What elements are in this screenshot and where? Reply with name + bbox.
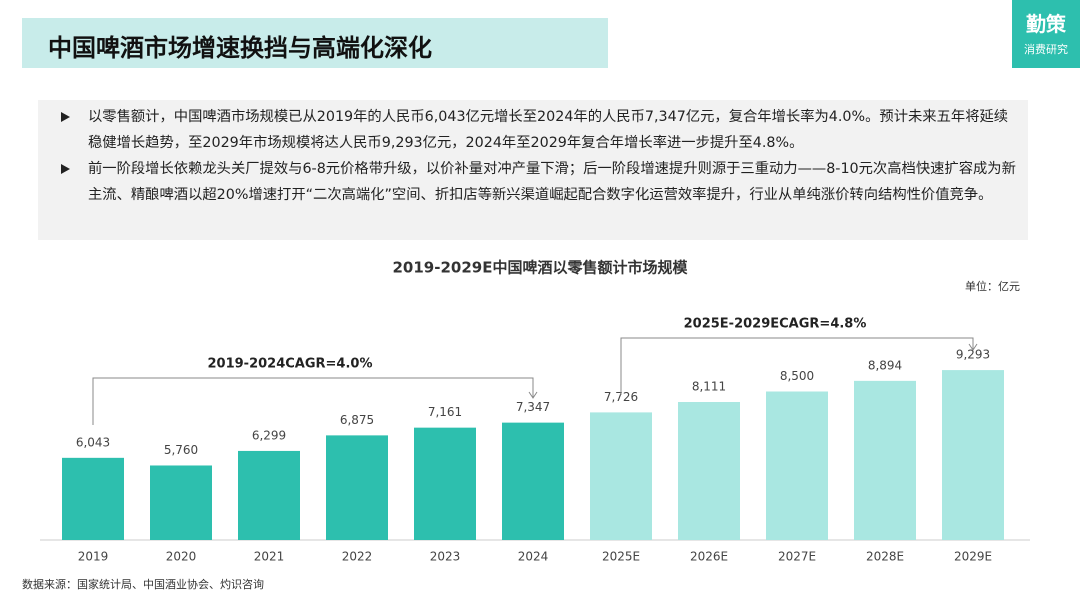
cagr-annotation: 2019-2024CAGR=4.0% xyxy=(208,357,373,372)
value-label: 7,726 xyxy=(604,390,638,404)
value-label: 7,161 xyxy=(428,405,462,419)
value-label: 7,347 xyxy=(516,400,550,414)
summary-panel: 以零售额计，中国啤酒市场规模已从2019年的人民币6,043亿元增长至2024年… xyxy=(38,100,1028,240)
x-tick-label: 2022 xyxy=(342,550,373,564)
bar xyxy=(150,465,212,540)
x-tick-label: 2028E xyxy=(866,550,904,564)
bullet: 前一阶段增长依赖龙头关厂提效与6-8元价格带升级，以价补量对冲产量下滑；后一阶段… xyxy=(61,156,1018,208)
bar xyxy=(854,380,916,540)
x-tick-label: 2021 xyxy=(254,550,285,564)
bar xyxy=(62,457,124,540)
x-tick-label: 2026E xyxy=(690,550,728,564)
bar xyxy=(942,370,1004,540)
x-tick-label: 2020 xyxy=(166,550,197,564)
x-tick-label: 2025E xyxy=(602,550,640,564)
unit-label: 单位：亿元 xyxy=(965,279,1020,293)
value-label: 5,760 xyxy=(164,443,198,457)
bracket xyxy=(620,337,974,395)
bar xyxy=(326,435,388,540)
value-label: 9,293 xyxy=(956,348,990,362)
bar xyxy=(238,450,300,540)
bar xyxy=(678,402,740,540)
chart-title: 2019-2029E中国啤酒以零售额计市场规模 xyxy=(393,259,689,277)
value-label: 8,111 xyxy=(692,380,726,394)
bar xyxy=(590,412,652,540)
x-tick-label: 2029E xyxy=(954,550,992,564)
logo-subtext: 消费研究 xyxy=(1024,43,1068,56)
arrow xyxy=(528,391,538,399)
title-box: 中国啤酒市场增速换挡与高端化深化 xyxy=(22,18,608,68)
x-tick-label: 2019 xyxy=(78,550,109,564)
value-label: 6,043 xyxy=(76,435,110,449)
value-label: 6,875 xyxy=(340,413,374,427)
value-label: 8,894 xyxy=(868,358,902,372)
arrow xyxy=(968,343,978,351)
value-label: 6,299 xyxy=(252,428,286,442)
x-tick-label: 2024 xyxy=(518,550,549,564)
x-tick-label: 2023 xyxy=(430,550,461,564)
logo-text: 勤策 xyxy=(1026,12,1066,36)
bar xyxy=(502,422,564,540)
bracket xyxy=(92,377,534,425)
bar xyxy=(414,427,476,540)
source-note: 数据来源：国家统计局、中国酒业协会、灼识咨询 xyxy=(22,577,264,591)
bar xyxy=(766,391,828,540)
cagr-annotation: 2025E-2029ECAGR=4.8% xyxy=(684,317,867,332)
value-label: 8,500 xyxy=(780,369,814,383)
logo: 勤策 消费研究 xyxy=(1012,0,1080,68)
x-tick-label: 2027E xyxy=(778,550,816,564)
slide-title: 中国啤酒市场增速换挡与高端化深化 xyxy=(48,34,432,62)
bullet: 以零售额计，中国啤酒市场规模已从2019年的人民币6,043亿元增长至2024年… xyxy=(61,104,1018,156)
